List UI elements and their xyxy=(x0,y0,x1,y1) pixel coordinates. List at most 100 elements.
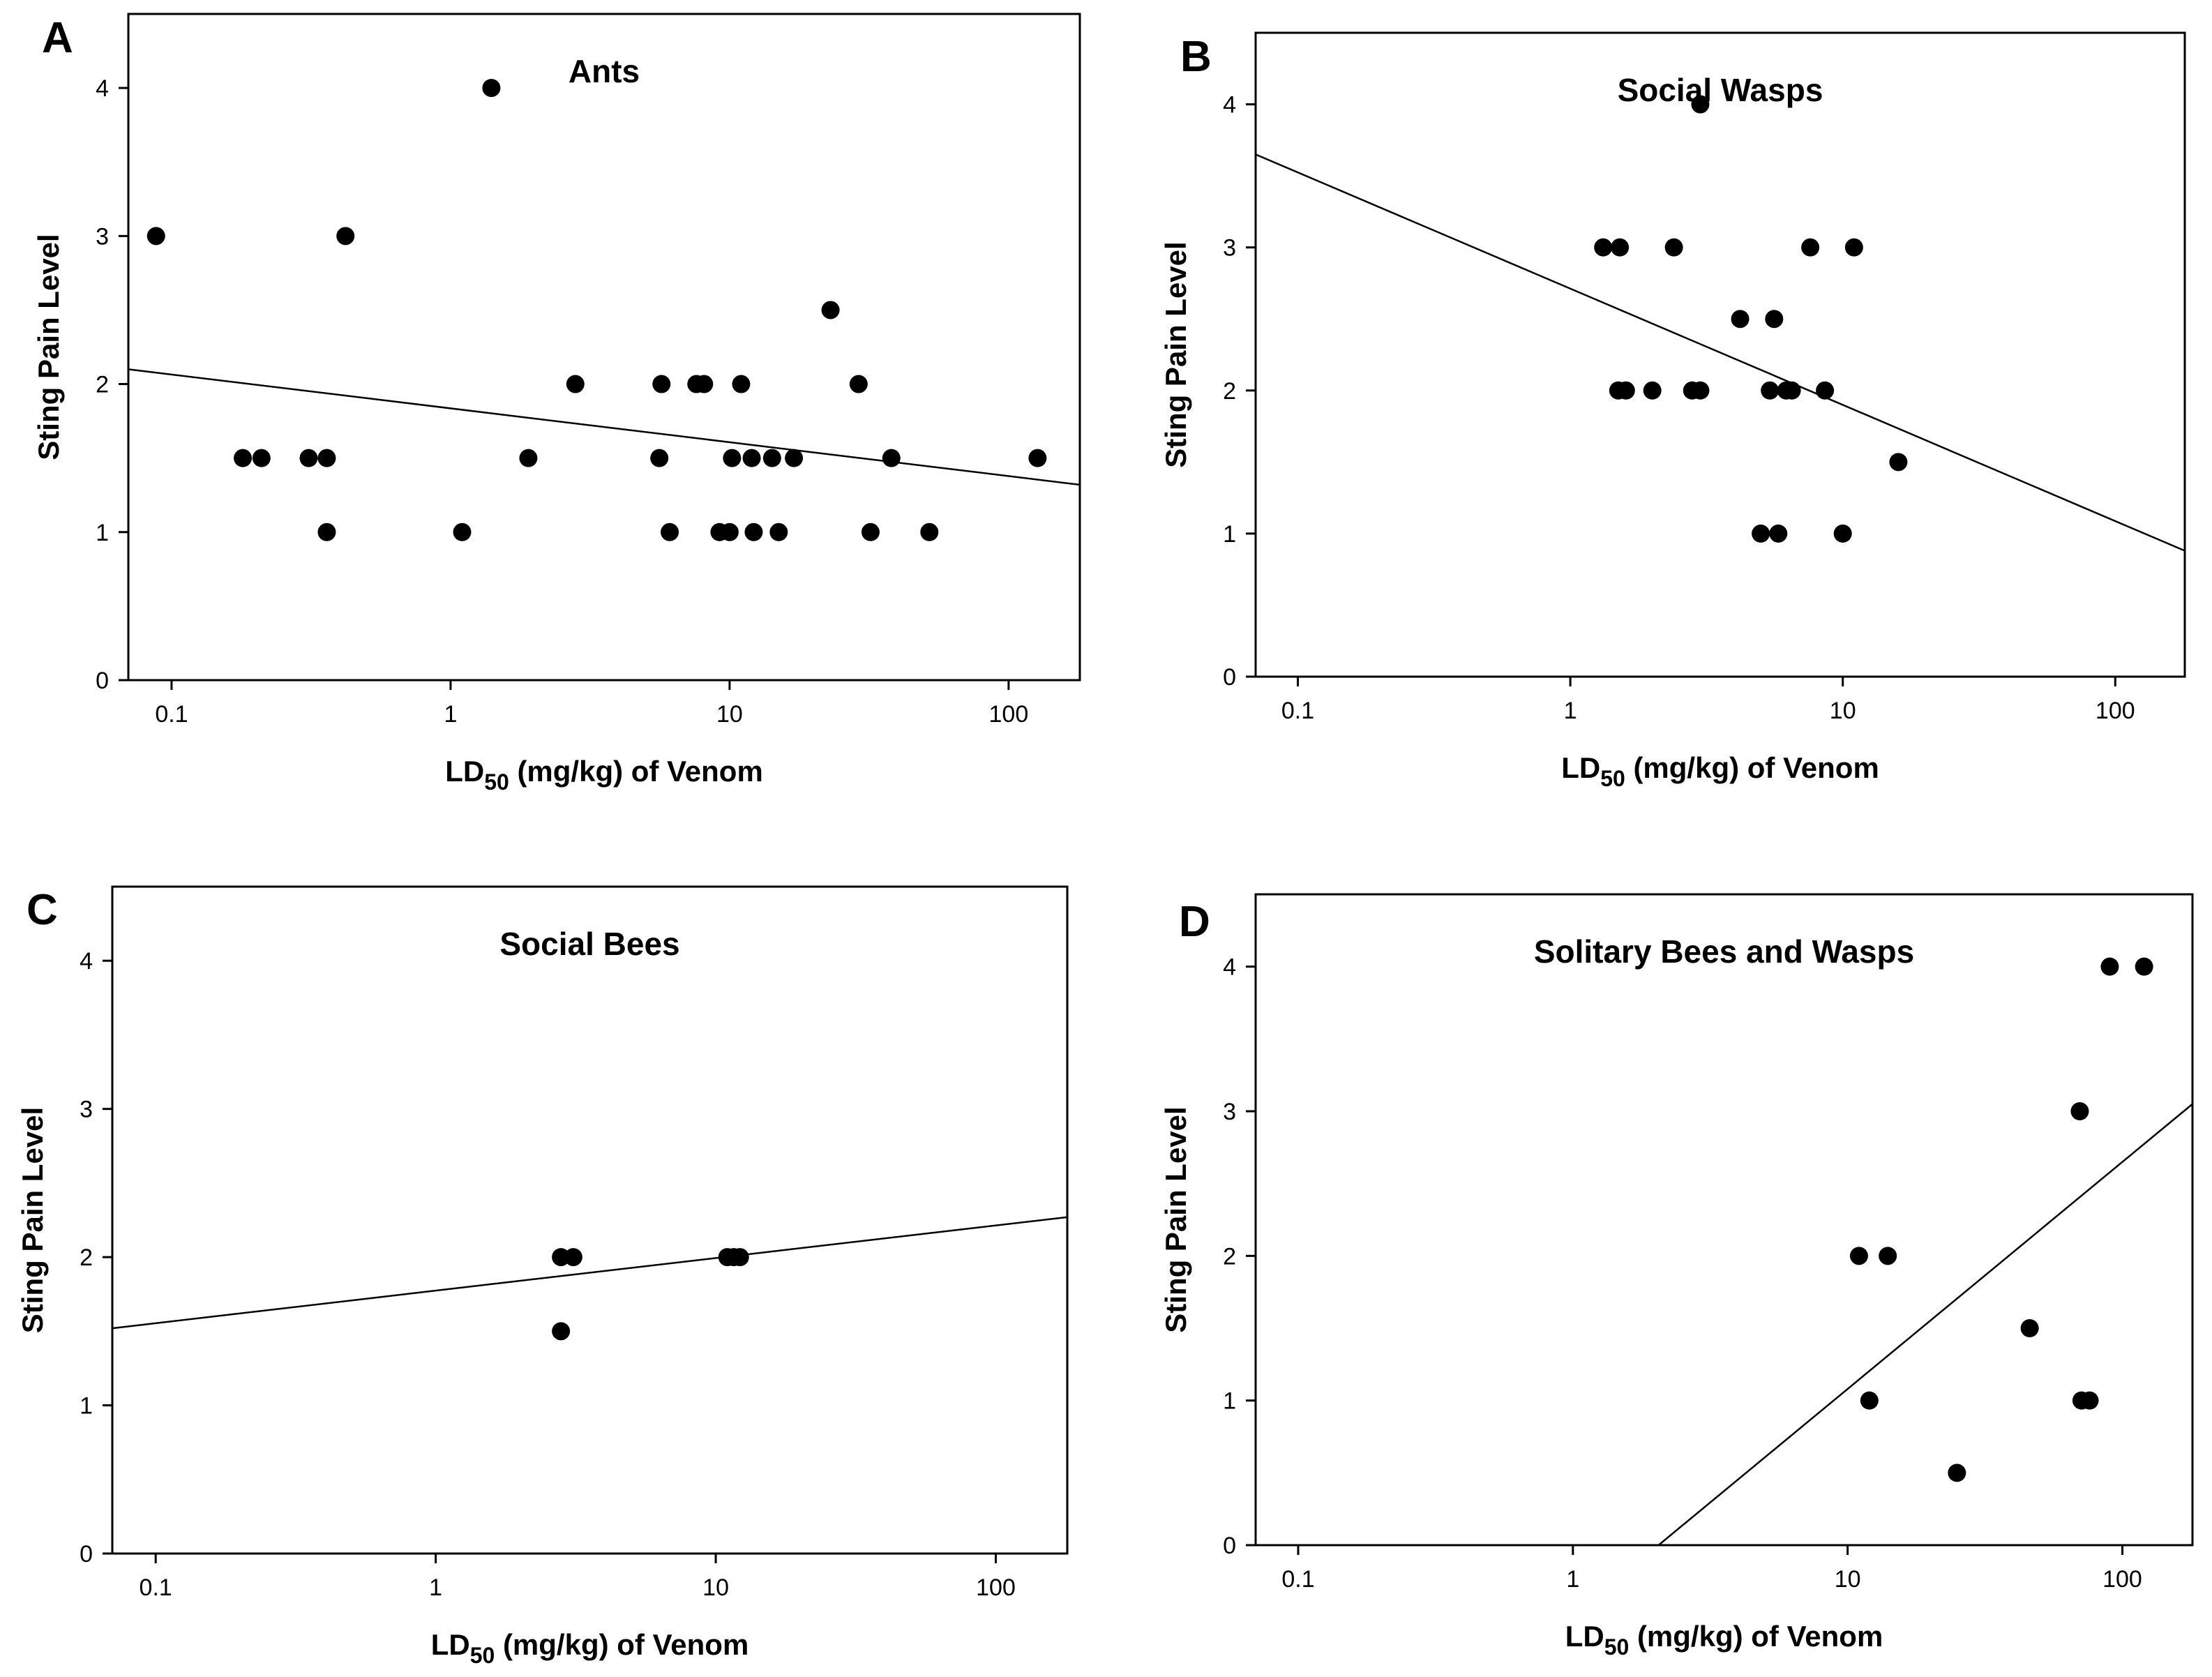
panel-d-x-tick-label: 10 xyxy=(1835,1566,1861,1593)
panel-a-data-point xyxy=(723,449,742,467)
panel-a-data-point xyxy=(861,522,880,541)
panel-a-title: Ants xyxy=(569,53,640,89)
panel-d-x-axis-label: LD50 (mg/kg) of Venom xyxy=(1565,1620,1883,1660)
panel-b-data-point xyxy=(1594,238,1613,257)
panel-a-data-point xyxy=(652,375,671,393)
panel-a-data-point xyxy=(762,449,781,467)
panel-a-data-point xyxy=(742,449,761,467)
panel-a-data-point xyxy=(744,522,763,541)
panel-b-y-tick-label: 4 xyxy=(1223,92,1236,119)
panel-c-y-tick-label: 1 xyxy=(80,1393,93,1420)
panel-a-panel-label: A xyxy=(42,14,73,62)
panel-b-panel-label: B xyxy=(1180,33,1212,81)
panel-c-plot-frame xyxy=(111,885,1069,1555)
panel-d-data-point xyxy=(2100,957,2119,976)
panel-b-x-tick-label: 10 xyxy=(1830,698,1856,724)
panel-d-data-point xyxy=(2135,957,2153,976)
panel-b-data-point xyxy=(1889,453,1908,472)
panel-d-data-point xyxy=(1879,1247,1897,1265)
panel-a-data-point xyxy=(317,449,336,467)
panel-a-plot-frame xyxy=(127,13,1081,682)
panel-c-x-tick-label: 0.1 xyxy=(140,1574,172,1601)
panel-b: B Social Wasps 0.1 1 10 100 0 1 2 3 4 LD50 (mg/kg) … xyxy=(1159,31,2186,791)
panel-a-data-point xyxy=(519,449,538,467)
panel-b-title: Social Wasps xyxy=(1618,72,1823,108)
panel-a-fit-line xyxy=(128,368,1081,486)
panel-c-y-tick-label: 2 xyxy=(80,1244,93,1271)
panel-a-data-point xyxy=(299,449,318,467)
panel-b-data-point xyxy=(1769,524,1788,543)
panel-c-x-axis-label: LD50 (mg/kg) of Venom xyxy=(431,1628,749,1668)
panel-b-x-axis-label: LD50 (mg/kg) of Venom xyxy=(1561,751,1879,791)
panel-b-data-point xyxy=(1643,381,1662,400)
panel-a-data-point xyxy=(453,522,472,541)
panel-b-data-point xyxy=(1782,381,1801,400)
panel-d-data-point xyxy=(1948,1464,1966,1482)
panel-a-y-tick-label: 2 xyxy=(96,372,109,398)
panel-c-x-tick-label: 10 xyxy=(702,1574,729,1601)
panel-d-data-point xyxy=(1860,1391,1879,1410)
panel-a-data-point xyxy=(234,449,253,467)
panel-c-panel-label: C xyxy=(27,886,58,934)
panel-a: A Ants 0.1 1 10 100 0 1 2 3 4 LD50 (mg/kg) of Venom… xyxy=(32,13,1081,795)
panel-d-fit-line xyxy=(1657,1103,2193,1546)
panel-b-data-point xyxy=(1691,381,1710,400)
panel-b-data-point xyxy=(1664,238,1683,257)
panel-b-fit-line xyxy=(1255,153,2185,552)
panel-a-data-point xyxy=(566,375,585,393)
panel-b-data-point xyxy=(1691,95,1710,114)
panel-d-x-tick-label: 100 xyxy=(2102,1566,2142,1593)
panel-b-data-point xyxy=(1752,524,1770,543)
panel-b-data-point xyxy=(1765,310,1784,329)
panel-c-y-axis-label: Sting Pain Level xyxy=(16,1107,49,1333)
panel-a-data-point xyxy=(252,449,271,467)
panel-a-y-tick-label: 0 xyxy=(96,668,109,694)
panel-b-data-point xyxy=(1816,381,1835,400)
panel-d-y-tick-label: 1 xyxy=(1223,1388,1236,1415)
panel-d-x-tick-label: 0.1 xyxy=(1281,1566,1314,1593)
panel-a-x-tick-label: 10 xyxy=(716,701,743,728)
panel-b-x-tick-label: 0.1 xyxy=(1281,698,1314,724)
panel-a-x-tick-label: 0.1 xyxy=(155,701,188,728)
panel-d-plot-frame xyxy=(1254,893,2194,1547)
panel-a-data-point xyxy=(732,375,751,393)
panel-a-data-point xyxy=(769,522,788,541)
panel-d-y-tick-label: 3 xyxy=(1223,1099,1236,1125)
panel-b-data-point xyxy=(1844,238,1863,257)
panel-a-y-tick-label: 3 xyxy=(96,223,109,250)
panel-d-y-tick-label: 2 xyxy=(1223,1243,1236,1270)
panel-d-data-point xyxy=(2080,1391,2099,1410)
panel-a-y-axis-label: Sting Pain Level xyxy=(32,234,65,460)
panel-a-data-point xyxy=(882,449,901,467)
panel-c-fit-line xyxy=(112,1216,1068,1330)
panel-d-y-axis-label: Sting Pain Level xyxy=(1159,1106,1192,1332)
panel-c-y-tick-label: 3 xyxy=(80,1097,93,1123)
panel-b-y-tick-label: 2 xyxy=(1223,378,1236,405)
panel-b-data-point xyxy=(1833,524,1852,543)
panel-d-data-point xyxy=(2020,1319,2039,1337)
panel-d-y-tick-label: 0 xyxy=(1223,1533,1236,1559)
panel-d-title: Solitary Bees and Wasps xyxy=(1534,933,1914,970)
panel-d: D Solitary Bees and Wasps 0.1 1 10 100 0 1 2 3 4 LD… xyxy=(1159,893,2194,1660)
panel-d-data-point xyxy=(2070,1102,2089,1120)
panel-b-data-point xyxy=(1731,310,1750,329)
panel-a-x-axis-label: LD50 (mg/kg) of Venom xyxy=(445,755,763,795)
panel-b-y-axis-label: Sting Pain Level xyxy=(1159,241,1192,467)
panel-b-y-tick-label: 3 xyxy=(1223,235,1236,262)
panel-a-data-point xyxy=(336,227,355,246)
panel-c-x-tick-label: 1 xyxy=(429,1574,442,1601)
panel-c-data-point xyxy=(552,1322,571,1341)
panel-b-data-point xyxy=(1801,238,1820,257)
panel-b-y-tick-label: 0 xyxy=(1223,664,1236,691)
panel-a-x-tick-label: 1 xyxy=(444,701,457,728)
panel-b-plot-frame xyxy=(1254,31,2186,678)
panel-c-title: Social Bees xyxy=(499,926,679,962)
panel-c: C Social Bees 0.1 1 10 100 0 1 2 3 4 LD50 (mg/kg) o… xyxy=(16,885,1069,1668)
panel-d-y-tick-label: 4 xyxy=(1223,954,1236,981)
panel-a-data-point xyxy=(785,449,804,467)
panel-a-data-point xyxy=(695,375,714,393)
panel-a-data-point xyxy=(821,301,840,319)
panel-a-data-point xyxy=(661,522,679,541)
panel-b-data-point xyxy=(1761,381,1780,400)
